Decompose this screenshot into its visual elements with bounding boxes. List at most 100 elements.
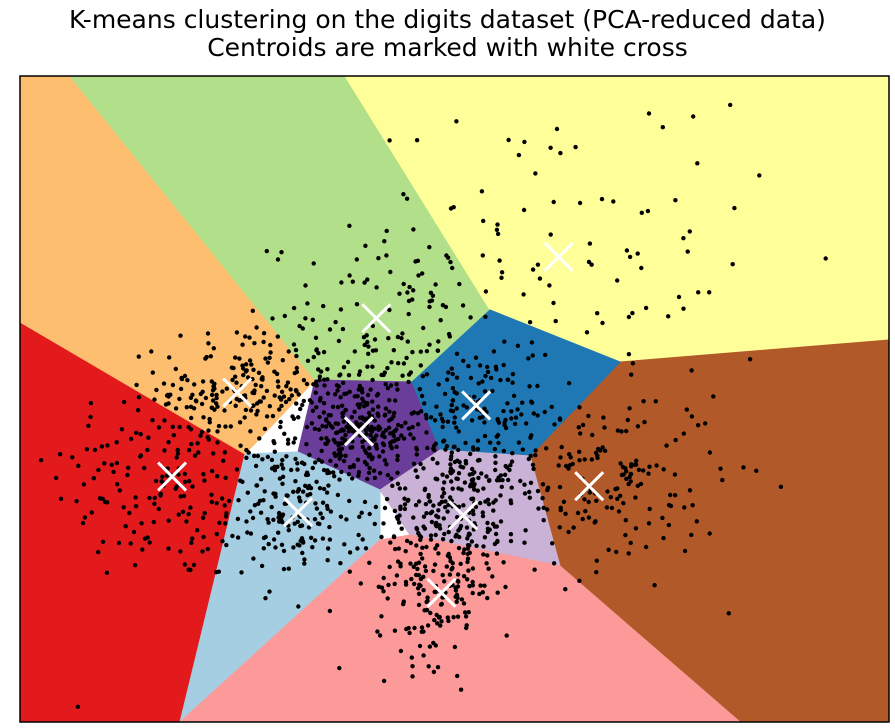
data-point [244,362,249,367]
data-point [578,431,583,436]
data-point [601,415,606,420]
data-point [454,119,459,124]
data-point [301,489,306,494]
data-point [516,440,522,445]
data-point [234,380,239,385]
data-point [84,447,90,452]
data-point [356,372,362,377]
data-point [580,516,585,522]
data-point [184,519,189,524]
data-point [324,418,329,423]
data-point [505,401,510,406]
data-point [140,547,145,552]
data-point [618,493,623,498]
data-point [664,443,669,448]
data-point [402,506,408,512]
data-point [316,427,322,432]
data-point [512,421,518,427]
data-point [436,551,441,556]
data-point [294,401,299,406]
data-point [741,465,746,470]
data-point [297,495,302,500]
data-point [493,454,498,459]
data-point [292,521,297,526]
data-point [333,319,338,325]
data-point [509,485,514,490]
data-point [156,425,162,430]
data-point [594,558,599,563]
data-point [306,525,312,530]
data-point [626,314,632,320]
data-point [186,447,192,453]
data-point [553,318,558,324]
data-point [418,537,423,542]
data-point [422,564,428,569]
data-point [531,411,536,416]
data-point [126,465,131,470]
data-point [373,504,379,510]
data-point [173,406,179,411]
data-point [488,375,494,381]
data-point [456,545,462,551]
data-point [436,382,441,387]
data-point [515,407,520,412]
data-point [244,455,249,460]
data-point [382,458,387,463]
data-point [618,461,623,466]
data-point [385,386,391,391]
data-point [437,526,443,531]
data-point [338,514,344,519]
data-point [418,551,423,557]
data-point [422,486,428,491]
data-point [470,566,476,571]
data-point [220,389,225,394]
data-point [456,429,461,434]
data-point [360,396,365,401]
data-point [380,433,385,438]
data-point [440,486,446,492]
data-point [275,257,281,262]
data-point [450,398,456,403]
data-point [427,499,433,504]
data-point [381,589,386,594]
data-point [666,314,671,319]
data-point [382,239,387,244]
data-point [297,323,302,329]
data-point [530,267,536,272]
data-point [492,446,498,452]
data-point [407,630,412,636]
data-point [115,482,120,487]
data-point [577,200,583,206]
data-point [485,553,490,558]
data-point [364,431,369,437]
data-point [223,424,228,429]
data-point [355,394,360,399]
data-point [642,419,647,425]
data-point [209,499,214,505]
data-point [635,251,640,256]
data-point [470,579,475,585]
data-point [455,572,461,577]
data-point [321,486,327,492]
data-point [312,517,318,522]
data-point [431,669,437,675]
data-point [527,495,532,500]
data-point [432,617,437,623]
data-point [570,461,575,467]
data-point [410,349,415,355]
data-point [673,437,678,443]
data-point [527,384,532,389]
data-point [420,556,425,561]
data-point [99,444,105,449]
data-point [566,529,571,535]
data-point [339,280,344,285]
data-point [609,505,615,511]
data-point [473,504,479,510]
data-point [372,521,377,527]
data-point [396,361,401,366]
data-point [395,422,401,428]
data-point [96,467,101,473]
data-point [121,399,127,405]
data-point [88,414,93,420]
data-point [444,564,449,569]
